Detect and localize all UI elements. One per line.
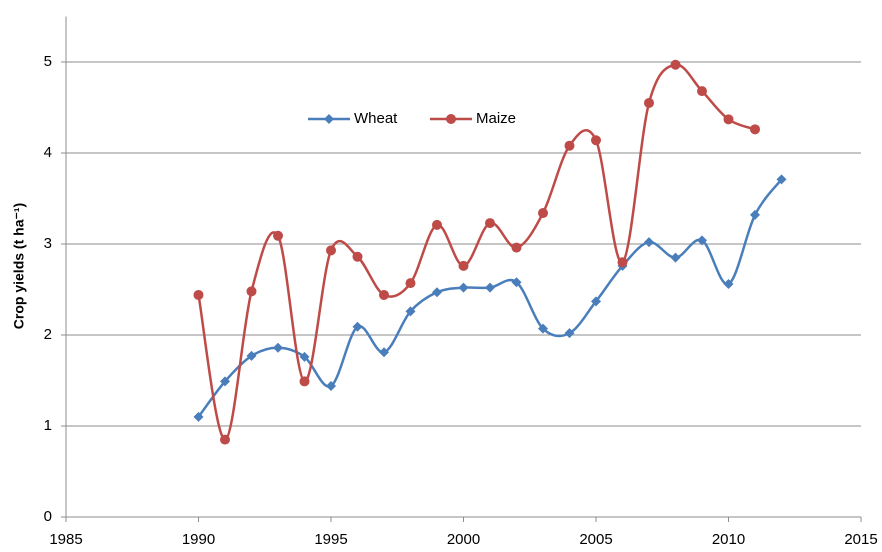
point [538,323,548,334]
x-tick-label: 1985 [49,531,82,548]
point [776,174,787,185]
point [246,350,257,361]
point [458,260,469,271]
point [511,242,522,253]
point [564,140,575,151]
y-tick-label: 0 [44,508,52,525]
point [564,328,575,339]
x-tick-label: 2005 [579,531,612,548]
legend-marker [446,114,456,124]
y-axis-label: Crop yields (t ha⁻¹) [11,203,27,329]
legend-label: Maize [476,110,516,127]
y-tick-label: 1 [44,417,52,434]
point [193,289,204,300]
y-tick-label: 3 [44,235,52,252]
point [644,237,654,248]
point [750,124,760,135]
point [538,208,548,219]
line [197,178,783,418]
point [220,376,230,387]
x-tick-label: 2015 [844,531,877,548]
x-tick-label: 2000 [447,531,480,548]
point [326,245,336,256]
point [697,235,707,246]
point [750,209,760,220]
y-tick-label: 2 [44,326,52,343]
point [299,351,310,362]
point [432,287,442,298]
point [273,342,283,353]
x-tick-label: 2010 [712,531,745,548]
point [723,279,734,290]
point [405,306,416,317]
point [352,251,363,262]
point [723,114,734,125]
x-tick-label: 1995 [314,531,347,548]
point [697,86,707,97]
point [511,277,522,288]
point [326,380,336,391]
point [379,289,389,300]
point [670,59,681,70]
point [432,219,442,230]
point [485,218,495,229]
y-tick-label: 4 [44,144,52,161]
point [617,257,628,268]
point [246,286,257,297]
point [273,230,283,241]
point [644,97,654,108]
y-tick-label: 5 [44,53,52,70]
legend-label: Wheat [354,110,398,127]
point [379,347,389,358]
point [458,282,469,293]
point [220,434,230,445]
point [591,296,601,307]
point [352,321,363,332]
legend-marker [324,114,334,124]
point [299,376,310,387]
point [485,282,495,293]
point [670,252,681,263]
point [591,135,601,146]
x-tick-label: 1990 [182,531,215,548]
point [193,411,204,422]
point [405,278,416,289]
